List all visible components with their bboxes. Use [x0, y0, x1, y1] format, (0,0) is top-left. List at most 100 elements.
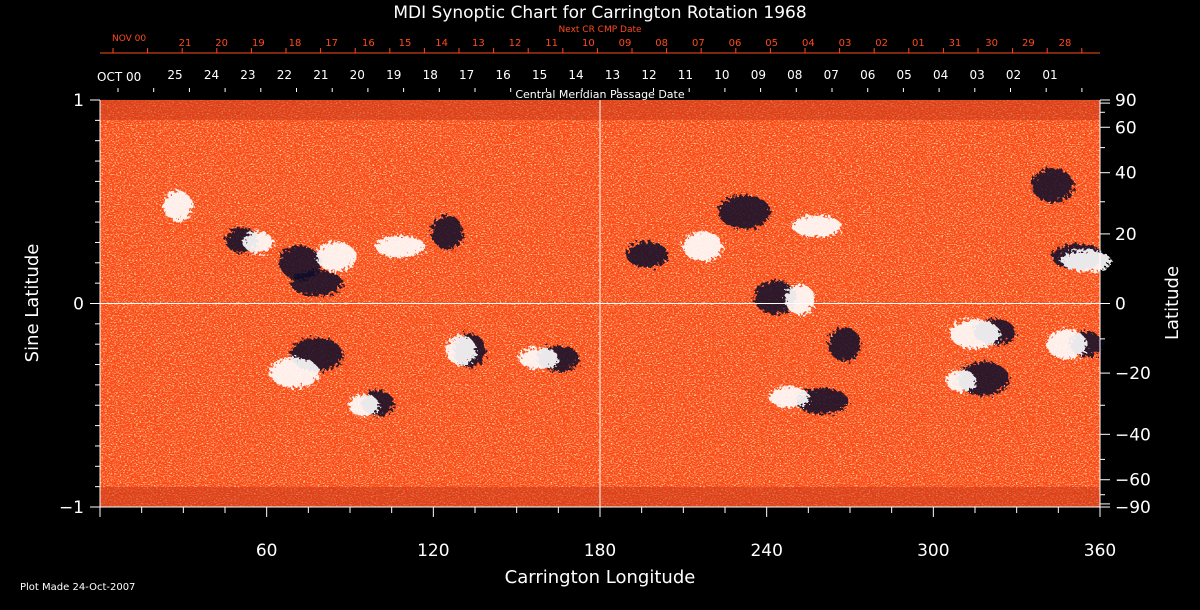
- positive-polarity-region: [768, 386, 809, 409]
- latitude-tick-label: 20: [1115, 225, 1137, 245]
- cmp-date-labels: 25 24 23 22 21 20 19 18 17 16 15 14 13 12 11 10 09 08 07 06…: [167, 68, 1057, 82]
- next-cr-month-label: NOV 00: [112, 34, 146, 44]
- x-tick-label: 240: [750, 541, 782, 561]
- cmp-date-label: 03: [969, 68, 984, 82]
- y-left-tick-label: 1: [73, 91, 84, 111]
- y-axis-right-ticks: 90 60 40 20 0 −20 −40 −60 −90: [1100, 91, 1151, 518]
- next-cr-date-label: 18: [289, 38, 302, 49]
- negative-polarity-region: [290, 270, 343, 297]
- positive-polarity-region: [269, 357, 320, 388]
- cmp-date-label: 06: [860, 68, 875, 82]
- positive-polarity-region: [243, 231, 274, 254]
- x-tick-label: 300: [917, 541, 949, 561]
- next-cr-date-label: 08: [655, 38, 668, 49]
- cmp-month-label: OCT 00: [97, 70, 141, 84]
- next-cr-axis-ticks: [112, 48, 1083, 53]
- x-tick-label: 120: [417, 541, 449, 561]
- cmp-date-label: 14: [568, 68, 583, 82]
- negative-polarity-region: [828, 327, 861, 362]
- positive-polarity-region: [791, 215, 842, 238]
- x-tick-label: 360: [1084, 541, 1116, 561]
- positive-polarity-region: [162, 190, 193, 221]
- cmp-date-label: 12: [641, 68, 656, 82]
- next-cr-date-label: 09: [619, 38, 632, 49]
- next-cr-date-label: 05: [765, 38, 778, 49]
- next-cr-date-label: 21: [179, 38, 192, 49]
- next-cr-date-labels: 21 20 19 18 17 16 15 14 13 12 11 10 09 08 07 06 05 04 03 02…: [179, 38, 1072, 49]
- negative-polarity-region: [1031, 168, 1074, 203]
- latitude-tick-label: −20: [1115, 364, 1151, 384]
- negative-polarity-region: [626, 241, 669, 268]
- latitude-tick-label: −60: [1115, 471, 1151, 491]
- positive-polarity-region: [446, 335, 477, 366]
- cmp-date-label: 25: [167, 68, 182, 82]
- next-cr-date-label: 12: [509, 38, 522, 49]
- positive-polarity-region: [785, 284, 815, 315]
- next-cr-date-label: 17: [325, 38, 338, 49]
- latitude-tick-label: 60: [1115, 118, 1137, 138]
- cmp-date-label: 01: [1042, 68, 1057, 82]
- positive-polarity-region: [316, 241, 357, 272]
- cmp-date-label: 18: [423, 68, 438, 82]
- latitude-tick-label: −90: [1115, 498, 1151, 518]
- y-axis-left-ticks: 1 0 −1: [59, 91, 100, 518]
- next-cr-date-label: 28: [1059, 38, 1072, 49]
- cmp-date-label: 09: [751, 68, 766, 82]
- next-cr-date-label: 19: [252, 38, 265, 49]
- next-cr-date-label: 10: [582, 38, 595, 49]
- cmp-date-label: 08: [787, 68, 802, 82]
- positive-polarity-region: [946, 369, 977, 392]
- next-cr-date-label: 06: [729, 38, 742, 49]
- y-left-tick-label: −1: [59, 498, 84, 518]
- cmp-date-label: 15: [532, 68, 547, 82]
- cmp-date-label: 04: [933, 68, 948, 82]
- latitude-tick-label: 0: [1115, 295, 1126, 315]
- positive-polarity-region: [1061, 249, 1112, 272]
- negative-polarity-region: [718, 194, 771, 229]
- cmp-date-label: 22: [277, 68, 292, 82]
- latitude-tick-label: 40: [1115, 164, 1137, 184]
- next-cr-date-label: 31: [949, 38, 962, 49]
- negative-polarity-region: [431, 215, 464, 250]
- cmp-date-label: 24: [204, 68, 219, 82]
- negative-polarity-region: [796, 388, 849, 415]
- next-cr-date-label: 11: [545, 38, 558, 49]
- cmp-date-label: 07: [824, 68, 839, 82]
- negative-polarity-region: [754, 280, 796, 315]
- next-cr-date-label: 03: [839, 38, 852, 49]
- next-cr-date-label: 16: [362, 38, 375, 49]
- y-left-tick-label: 0: [73, 295, 84, 315]
- next-cr-date-label: 04: [802, 38, 815, 49]
- active-regions: [162, 168, 1112, 417]
- latitude-tick-label: 90: [1115, 91, 1137, 111]
- plot-area: [100, 100, 1112, 507]
- positive-polarity-region: [348, 394, 379, 417]
- cmp-date-label: 21: [313, 68, 328, 82]
- next-cr-date-label: 30: [985, 38, 998, 49]
- cmp-date-label: 10: [714, 68, 729, 82]
- y-axis-label-left: Sine Latitude: [22, 244, 43, 363]
- x-tick-label: 180: [584, 541, 616, 561]
- cmp-date-label: 05: [897, 68, 912, 82]
- x-tick-label: 60: [256, 541, 278, 561]
- cmp-date-label: 20: [350, 68, 365, 82]
- cmp-date-label: 11: [678, 68, 693, 82]
- cmp-axis-ticks: [117, 88, 1083, 92]
- next-cr-date-label: 14: [435, 38, 448, 49]
- positive-polarity-region: [950, 319, 1000, 350]
- cmp-date-label: 19: [386, 68, 401, 82]
- next-cr-date-label: 13: [472, 38, 485, 49]
- chart-title: MDI Synoptic Chart for Carrington Rotati…: [393, 3, 806, 23]
- cmp-date-label: 02: [1006, 68, 1021, 82]
- cmp-axis-label: Central Meridian Passage Date: [515, 88, 684, 101]
- next-cr-label: Next CR CMP Date: [558, 25, 642, 35]
- latitude-tick-label: −40: [1115, 425, 1151, 445]
- positive-polarity-region: [682, 231, 723, 262]
- cmp-date-label: 17: [459, 68, 474, 82]
- x-axis-label: Carrington Longitude: [505, 567, 696, 588]
- positive-polarity-region: [1046, 329, 1087, 360]
- x-axis-ticks: 60 120 180 240 300 360: [99, 507, 1116, 561]
- positive-polarity-region: [375, 235, 425, 258]
- cmp-date-label: 23: [240, 68, 255, 82]
